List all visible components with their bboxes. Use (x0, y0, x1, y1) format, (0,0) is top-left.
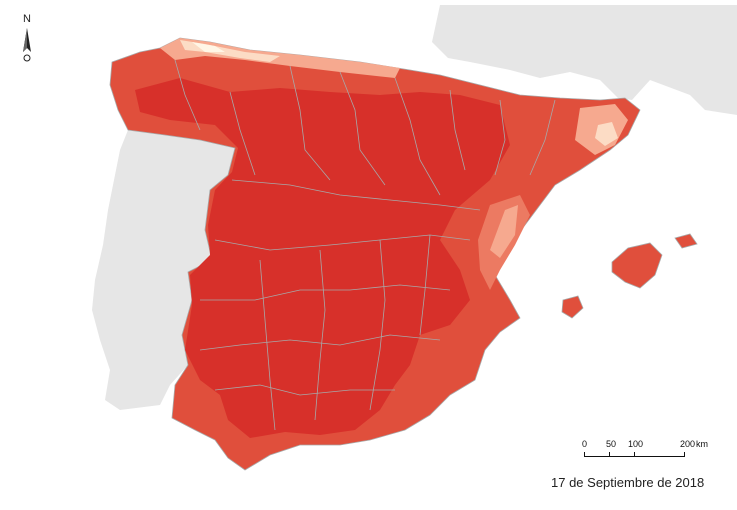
ibiza-island (561, 295, 584, 319)
scale-tick (609, 452, 610, 457)
scale-tick (684, 452, 685, 457)
province-borders (174, 59, 556, 431)
scale-tick-label-200: 200 (680, 439, 696, 449)
france-landmass (432, 5, 737, 115)
north-coast-peak (192, 42, 225, 52)
map-date: 17 de Septiembre de 2018 (551, 475, 705, 490)
portugal-landmass (92, 130, 235, 410)
levante-lowest (490, 205, 518, 258)
corsica-landmass (700, 5, 737, 45)
scale-tick-label-50: 50 (606, 439, 617, 449)
north-arrow-icon (23, 28, 31, 62)
scale-tick-label-0: 0 (582, 439, 588, 449)
scale-unit: km (696, 439, 708, 449)
mallorca-island (611, 242, 663, 289)
catalonia-lowest (595, 122, 618, 146)
menorca-island (674, 233, 698, 249)
scale-tick (634, 452, 635, 457)
north-arrow-label: N (23, 13, 31, 25)
interior-high-band (135, 78, 510, 438)
scale-tick-label-100: 100 (628, 439, 644, 449)
scale-tick (584, 452, 585, 457)
scale-bar: 0 50 100 200 km (576, 439, 708, 467)
